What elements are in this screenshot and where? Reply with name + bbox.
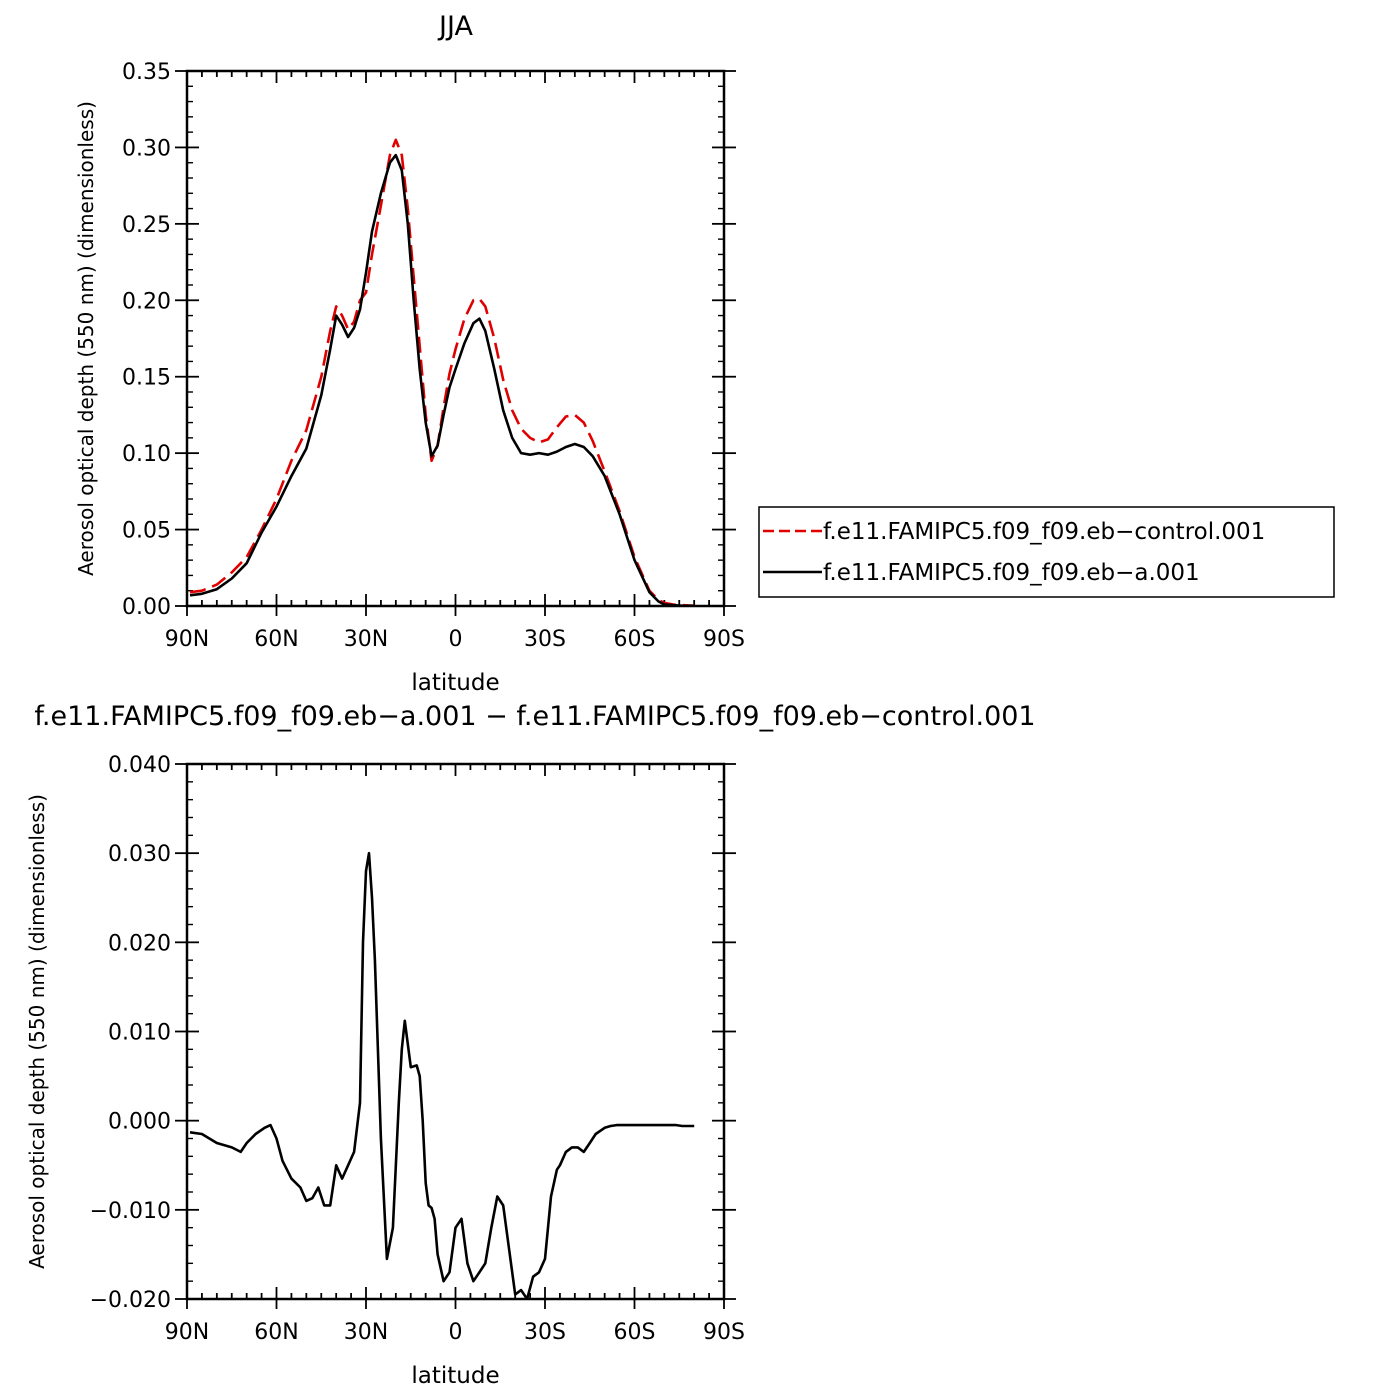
y-tick-label: 0.25 bbox=[122, 213, 171, 238]
y-tick-label: 0.000 bbox=[108, 1110, 171, 1135]
y-tick-label: 0.35 bbox=[122, 60, 171, 85]
y-tick-label: 0.20 bbox=[122, 289, 171, 314]
x-tick-label: 30S bbox=[524, 627, 566, 652]
x-tick-label: 90N bbox=[165, 1320, 209, 1345]
chart-2: 90N 60N 30N 0 30S 60S 90S −0.020 −0.010 0.000 0.01… bbox=[25, 701, 1036, 1389]
legend: f.e11.FAMIPC5.f09_f09.eb−control.001 f.e1… bbox=[758, 506, 1335, 598]
x-tick-label: 60N bbox=[254, 627, 298, 652]
legend-label-2: f.e11.FAMIPC5.f09_f09.eb−a.001 bbox=[823, 560, 1200, 586]
y-axis-label: Aerosol optical depth (550 nm) (dimensio… bbox=[74, 101, 98, 576]
x-axis-label: latitude bbox=[411, 670, 499, 696]
x-tick-label: 60N bbox=[254, 1320, 298, 1345]
x-tick-label: 0 bbox=[449, 1320, 463, 1345]
x-tick-label: 30N bbox=[344, 1320, 388, 1345]
x-tick-label: 0 bbox=[449, 627, 463, 652]
plot-frame bbox=[185, 69, 726, 608]
y-tick-label: 0.030 bbox=[108, 842, 171, 867]
chart-title: JJA bbox=[437, 11, 473, 42]
x-tick-label: 30N bbox=[344, 627, 388, 652]
y-axis-label: Aerosol optical depth (550 nm) (dimensio… bbox=[25, 794, 49, 1269]
chart-1: 90N 60N 30N 0 30S 60S 90S 0.00 0.05 0.10 0.15 0.20 0… bbox=[74, 11, 1335, 696]
chart-title: f.e11.FAMIPC5.f09_f09.eb−a.001 − f.e11.F… bbox=[34, 701, 1035, 732]
x-tick-label: 60S bbox=[614, 1320, 656, 1345]
y-tick-label: 0.05 bbox=[122, 519, 171, 544]
y-tick-label: 0.020 bbox=[108, 931, 171, 956]
x-tick-label: 90S bbox=[703, 627, 745, 652]
series-line-1 bbox=[189, 138, 695, 606]
y-tick-label: −0.020 bbox=[90, 1288, 171, 1313]
y-tick-label: 0.010 bbox=[108, 1021, 171, 1046]
y-tick-label: 0.30 bbox=[122, 136, 171, 161]
y-tick-label: 0.040 bbox=[108, 753, 171, 778]
y-tick-label: −0.010 bbox=[90, 1199, 171, 1224]
x-tick-label: 90S bbox=[703, 1320, 745, 1345]
legend-box bbox=[758, 506, 1335, 598]
plot-frame bbox=[185, 762, 726, 1301]
x-tick-label: 60S bbox=[614, 627, 656, 652]
y-tick-label: 0.00 bbox=[122, 595, 171, 620]
y-tick-label: 0.15 bbox=[122, 366, 171, 391]
series-line-2 bbox=[189, 153, 695, 606]
x-tick-label: 90N bbox=[165, 627, 209, 652]
x-axis-label: latitude bbox=[411, 1363, 499, 1389]
y-tick-label: 0.10 bbox=[122, 442, 171, 467]
series-line-1 bbox=[189, 851, 695, 1299]
x-tick-label: 30S bbox=[524, 1320, 566, 1345]
legend-label-1: f.e11.FAMIPC5.f09_f09.eb−control.001 bbox=[823, 519, 1265, 545]
